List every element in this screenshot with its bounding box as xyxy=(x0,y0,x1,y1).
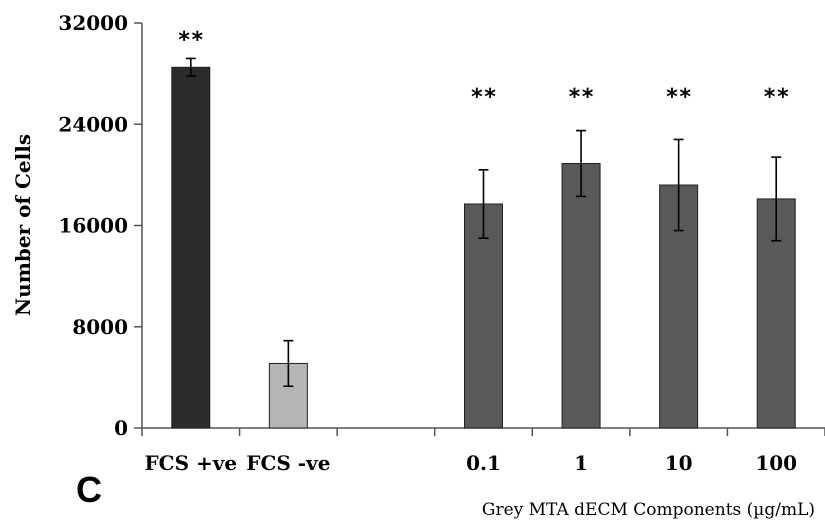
bar xyxy=(464,203,503,429)
panel-label: C xyxy=(76,469,102,510)
chart-axes: 0 8000 16000 24000 32000 xyxy=(58,11,825,440)
bar xyxy=(561,162,601,429)
y-tick-label: 16000 xyxy=(58,214,128,238)
y-axis-label: Number of Cells xyxy=(11,134,35,316)
significance-label: ** xyxy=(178,28,205,53)
chart-bars xyxy=(171,57,796,429)
y-tick-label: 24000 xyxy=(58,112,128,136)
x-tick-label: 0.1 xyxy=(466,451,501,475)
significance-label: ** xyxy=(763,85,790,110)
y-tick-label: 0 xyxy=(114,416,128,440)
x-axis-label: Grey MTA dECM Components (µg/mL) xyxy=(482,500,815,520)
significance-label: ** xyxy=(470,85,497,110)
significance-label: ** xyxy=(665,85,692,110)
x-tick-label: 100 xyxy=(755,451,797,475)
y-tick-label: 8000 xyxy=(72,315,128,339)
chart-labels: FCS +ve ** FCS -ve 0.1 ** 1 ** 10 ** 100 ** xyxy=(144,28,797,475)
y-tick-label: 32000 xyxy=(58,11,128,35)
significance-label: ** xyxy=(568,85,595,110)
bar xyxy=(171,66,211,429)
x-tick-label: 1 xyxy=(574,451,588,475)
x-tick-label: FCS +ve xyxy=(144,451,237,475)
x-tick-label: FCS -ve xyxy=(246,451,330,475)
x-tick-label: 10 xyxy=(665,451,693,475)
